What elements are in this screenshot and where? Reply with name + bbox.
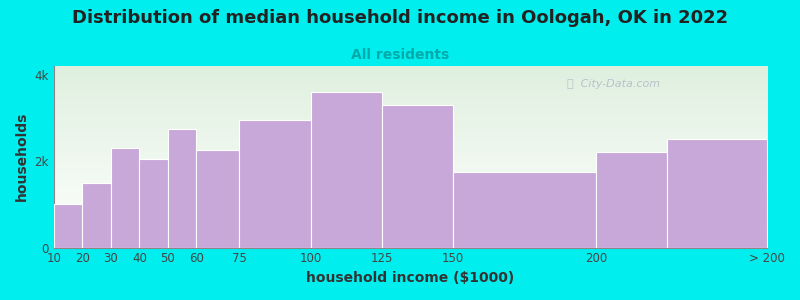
Bar bbox=[54, 204, 82, 248]
Text: Distribution of median household income in Oologah, OK in 2022: Distribution of median household income … bbox=[72, 9, 728, 27]
Bar bbox=[139, 159, 168, 247]
Bar bbox=[310, 92, 382, 247]
Bar bbox=[197, 150, 239, 248]
Bar bbox=[168, 129, 197, 247]
Bar bbox=[111, 148, 139, 247]
Bar bbox=[667, 140, 767, 248]
Text: All residents: All residents bbox=[351, 48, 449, 62]
Bar bbox=[454, 172, 596, 247]
Text: ⓘ  City-Data.com: ⓘ City-Data.com bbox=[567, 79, 661, 89]
Bar bbox=[82, 183, 111, 248]
Bar bbox=[596, 152, 667, 248]
Bar bbox=[382, 105, 454, 248]
Y-axis label: households: households bbox=[15, 112, 29, 202]
Bar bbox=[239, 120, 310, 248]
X-axis label: household income ($1000): household income ($1000) bbox=[306, 271, 514, 285]
